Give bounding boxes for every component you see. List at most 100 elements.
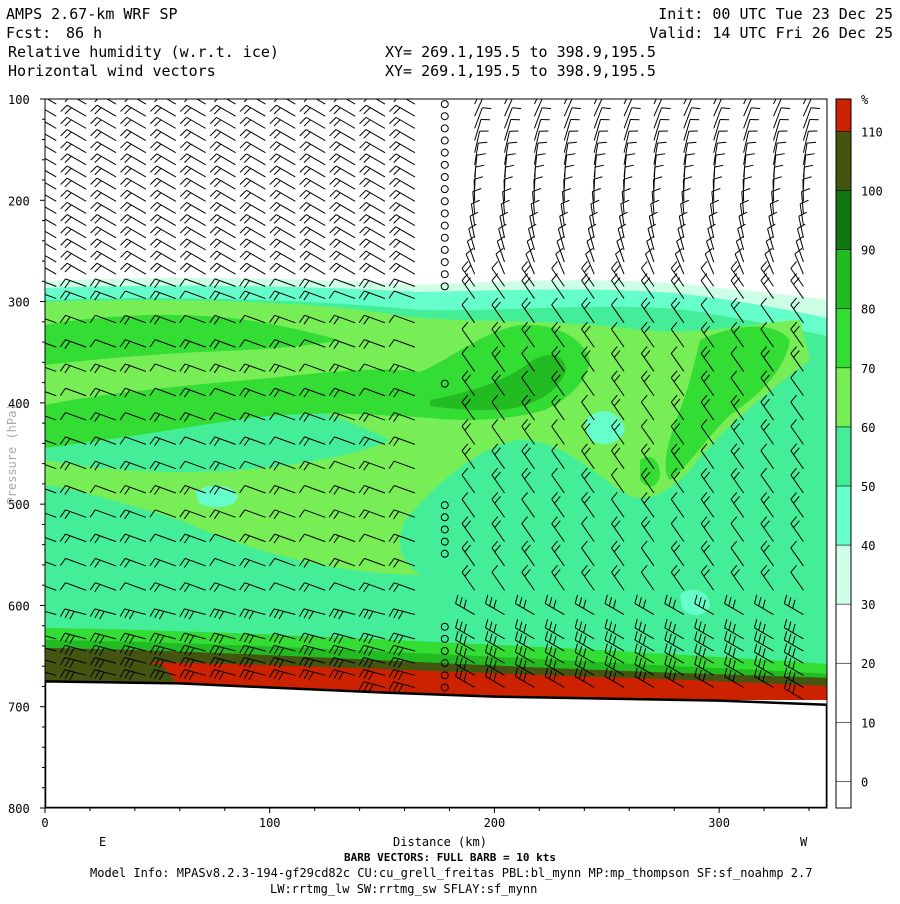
colorbar-unit: % (861, 93, 869, 107)
wind-barb-flag (30, 364, 35, 371)
wind-barb-flag (31, 227, 37, 233)
wind-barb-flag (300, 93, 306, 99)
wind-barb-flag (35, 439, 40, 446)
colorbar-label: 90 (861, 244, 875, 258)
barb-note: BARB VECTORS: FULL BARB = 10 kts (344, 851, 556, 864)
colorbar-swatch (836, 191, 851, 250)
wind-barb-flag (35, 205, 41, 211)
wind-barb-flag (30, 279, 35, 286)
y-tick-label: 300 (8, 296, 30, 310)
wind-barb-flag (31, 93, 37, 99)
wind-barb-flag (150, 93, 156, 99)
colorbar-swatch (836, 545, 851, 604)
wind-barb-flag (30, 510, 35, 517)
wind-barb-flag (35, 229, 41, 235)
wind-barb-flag (31, 239, 37, 245)
colorbar-swatch (836, 99, 851, 131)
wind-barb-flag (35, 168, 41, 174)
wind-barb-flag (35, 144, 41, 150)
wind-barb-flag (30, 388, 35, 395)
x-axis-label: Distance (km) (393, 835, 487, 849)
wind-barb-flag (693, 96, 702, 97)
wind-barb-flag (40, 672, 45, 680)
x-tick-label: 200 (484, 816, 506, 830)
wind-barb-flag (484, 96, 493, 97)
wind-barb-flag (120, 93, 126, 99)
wind-barb-flag (573, 96, 582, 97)
wind-barb-flag (574, 84, 583, 86)
colorbar-label: 70 (861, 362, 875, 376)
wind-barb-flag (35, 181, 41, 187)
colorbar-label: 60 (861, 421, 875, 435)
wind-barb-flag (360, 93, 366, 99)
field-name-wind: Horizontal wind vectors (8, 62, 216, 80)
x-tick-label: 0 (41, 816, 48, 830)
wind-barb-flag (35, 281, 40, 288)
x-end-label-right: W (800, 835, 808, 849)
wind-barb-flag (633, 96, 642, 97)
wind-barb-flag (30, 609, 35, 617)
wind-barb-flag (30, 315, 35, 322)
colorbar-label: 40 (861, 539, 875, 553)
wind-barb-flag (543, 96, 552, 97)
xy-range-2: XY= 269.1,195.5 to 398.9,195.5 (385, 62, 656, 80)
colorbar-swatch (836, 309, 851, 368)
colorbar-label: 20 (861, 657, 875, 671)
wind-barb-flag (35, 390, 40, 397)
wind-barb-flag (31, 166, 37, 172)
wind-barb-flag (723, 96, 732, 97)
wind-barb-flag (210, 93, 216, 99)
wind-barb-flag (30, 534, 35, 541)
wind-barb-flag (30, 583, 35, 590)
wind-barb-flag (35, 414, 40, 421)
wind-barb-flag (40, 636, 45, 644)
wind-barb-flag (31, 190, 37, 196)
wind-barb-flag (35, 193, 41, 199)
colorbar-label: 30 (861, 598, 875, 612)
terrain (45, 681, 827, 808)
x-tick-label: 300 (708, 816, 730, 830)
colorbar-label: 50 (861, 480, 875, 494)
wind-barb-flag (35, 610, 40, 618)
colorbar-swatch (836, 250, 851, 309)
colorbar-label: 10 (861, 716, 875, 730)
header: AMPS 2.67-km WRF SP Fcst: 86 h Relative … (6, 5, 893, 80)
wind-barb-flag (35, 536, 40, 543)
colorbar-swatch (836, 131, 851, 190)
colorbar-label: 110 (861, 125, 883, 139)
wind-barb-flag (35, 156, 41, 162)
wind-barb-flag (30, 657, 35, 665)
wind-barb-flag (180, 93, 186, 99)
wind-barb-flag (31, 215, 37, 221)
wind-barb-flag (663, 96, 672, 97)
y-tick-label: 700 (8, 701, 30, 715)
wind-barb-flag (35, 671, 40, 679)
wind-barb-flag (603, 84, 612, 86)
colorbar-swatch (836, 427, 851, 486)
model-title: AMPS 2.67-km WRF SP (6, 5, 178, 23)
xy-range-1: XY= 269.1,195.5 to 398.9,195.5 (385, 43, 656, 61)
wind-barb-flag (693, 84, 702, 86)
wind-barb-flag (35, 659, 40, 667)
wind-barb-flag (270, 93, 276, 99)
forecast-value: 86 h (66, 24, 102, 42)
wind-barb-flag (812, 96, 821, 97)
model-info-2: LW:rrtmg_lw SW:rrtmg_sw SFLAY:sf_mynn (270, 882, 537, 896)
wind-barb-flag (30, 340, 35, 347)
wind-barb-flag (35, 241, 41, 247)
field-name-rh: Relative humidity (w.r.t. ice) (8, 43, 279, 61)
wind-barb-flag (783, 84, 792, 86)
wind-barb-flag (782, 96, 791, 97)
valid-time: Valid: 14 UTC Fri 26 Dec 25 (649, 24, 893, 42)
wind-barb-flag (35, 217, 41, 223)
y-tick-label: 600 (8, 599, 30, 613)
wind-barb-flag (813, 84, 822, 86)
wind-barb-flag (30, 461, 35, 468)
wind-barb-flag (31, 154, 37, 160)
wind-barb-flag (91, 93, 97, 99)
y-tick-label: 100 (8, 93, 30, 107)
